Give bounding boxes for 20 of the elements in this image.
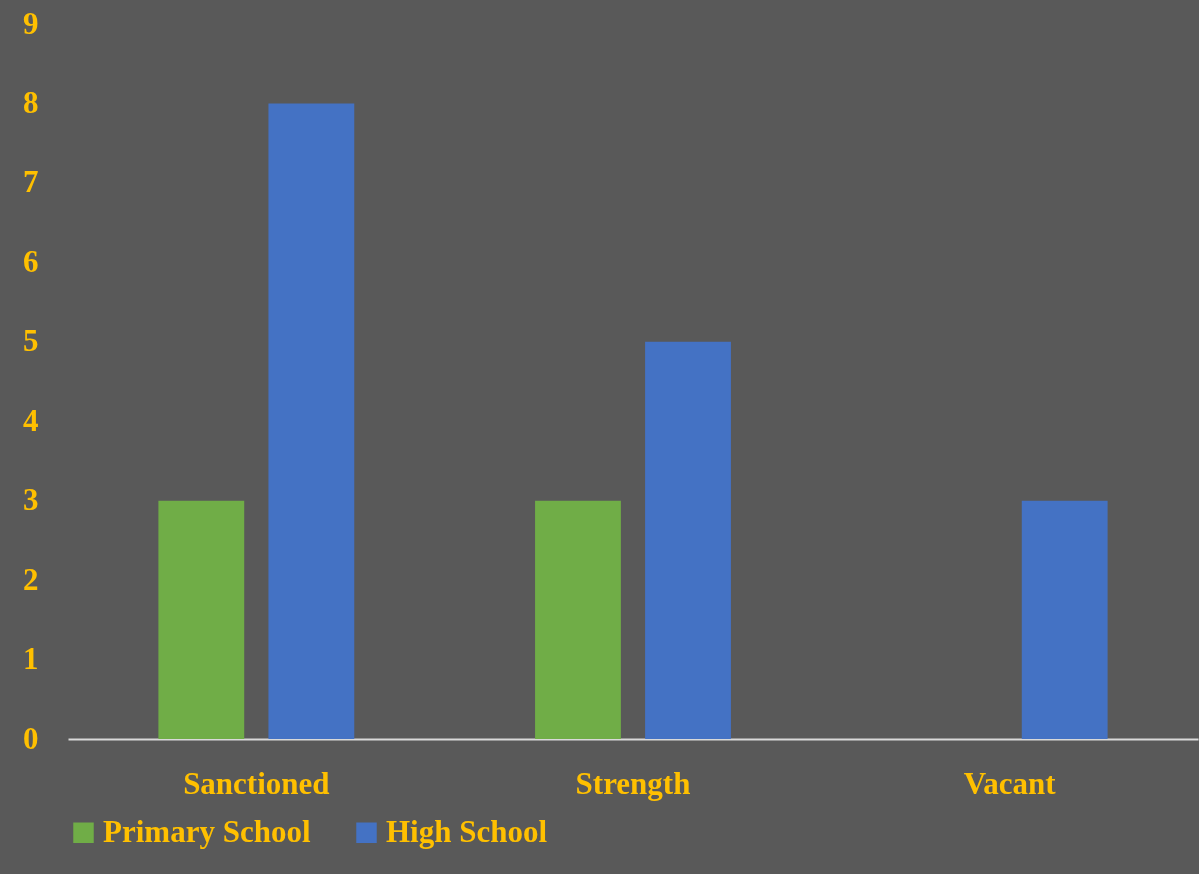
legend-label: Primary School	[103, 813, 311, 849]
y-tick-label: 3	[23, 482, 39, 518]
bar	[535, 500, 621, 739]
x-tick-label: Sanctioned	[183, 765, 330, 801]
y-tick-label: 0	[23, 720, 39, 756]
bar	[158, 500, 245, 739]
y-tick-label: 9	[23, 5, 39, 41]
y-tick-label: 7	[23, 164, 39, 200]
y-tick-label: 1	[23, 641, 39, 677]
x-tick-label: Strength	[575, 765, 691, 801]
bar	[645, 341, 731, 739]
bar	[268, 103, 355, 739]
y-tick-label: 2	[23, 561, 39, 597]
x-tick-label: Vacant	[963, 765, 1057, 801]
y-tick-label: 4	[23, 402, 39, 438]
legend-label: High School	[386, 813, 548, 849]
bar	[1021, 500, 1108, 739]
y-tick-label: 8	[23, 84, 39, 120]
y-tick-label: 5	[23, 323, 39, 359]
y-tick-label: 6	[23, 243, 39, 279]
